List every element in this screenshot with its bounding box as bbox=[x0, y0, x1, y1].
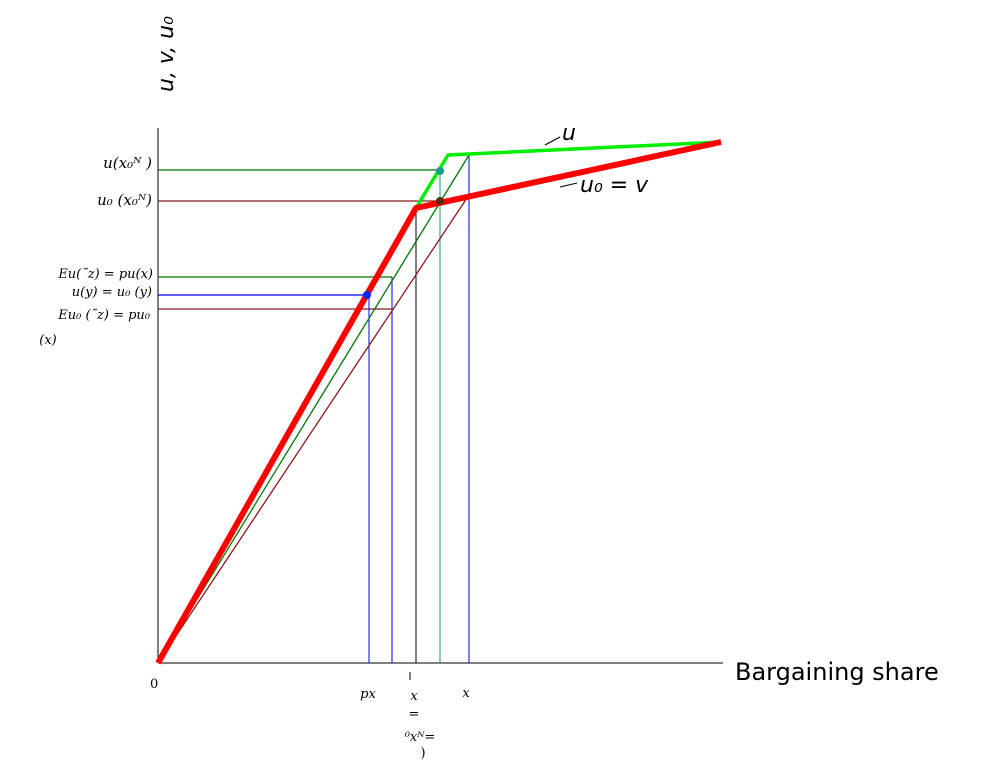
x-tick-x: x bbox=[410, 689, 418, 704]
y-tick-u0-x0n: u₀ (x₀ᴺ) bbox=[97, 191, 152, 209]
x-tick-x0n: ⁰xᴺ= bbox=[404, 730, 436, 745]
y-tick-eu0-cont: (x) bbox=[39, 333, 56, 348]
x-tick-paren: ) bbox=[420, 746, 425, 761]
y-tick-uy: u(y) = u₀ (y) bbox=[72, 285, 152, 300]
curve-label-u: u bbox=[562, 121, 576, 146]
y-tick-u-x0n: u(x₀ᴺ ) bbox=[103, 154, 152, 172]
x-axis-label: Bargaining share bbox=[735, 658, 939, 686]
x-tick-px: px bbox=[360, 687, 376, 702]
chord-green bbox=[157, 154, 470, 664]
x-tick-eq: = bbox=[409, 707, 420, 722]
x-tick-x-right: x bbox=[462, 686, 470, 701]
point-uy bbox=[363, 291, 371, 299]
y-axis-label: u, v, u₀ bbox=[154, 16, 179, 92]
origin-label: 0 bbox=[150, 677, 158, 692]
point-u0-x0n bbox=[436, 197, 444, 205]
curve-label-u0-v: u₀ = v bbox=[580, 173, 649, 198]
point-u-x0n bbox=[436, 167, 444, 175]
arrow-u0 bbox=[559, 182, 578, 188]
chord-maroon bbox=[157, 194, 470, 664]
curve-u0-v bbox=[155, 139, 722, 665]
arrow-u bbox=[544, 136, 561, 146]
y-tick-eu: Eu(˜z) = pu(x) bbox=[57, 267, 153, 282]
y-tick-eu0: Eu₀ (˜z) = pu₀ bbox=[57, 308, 151, 323]
